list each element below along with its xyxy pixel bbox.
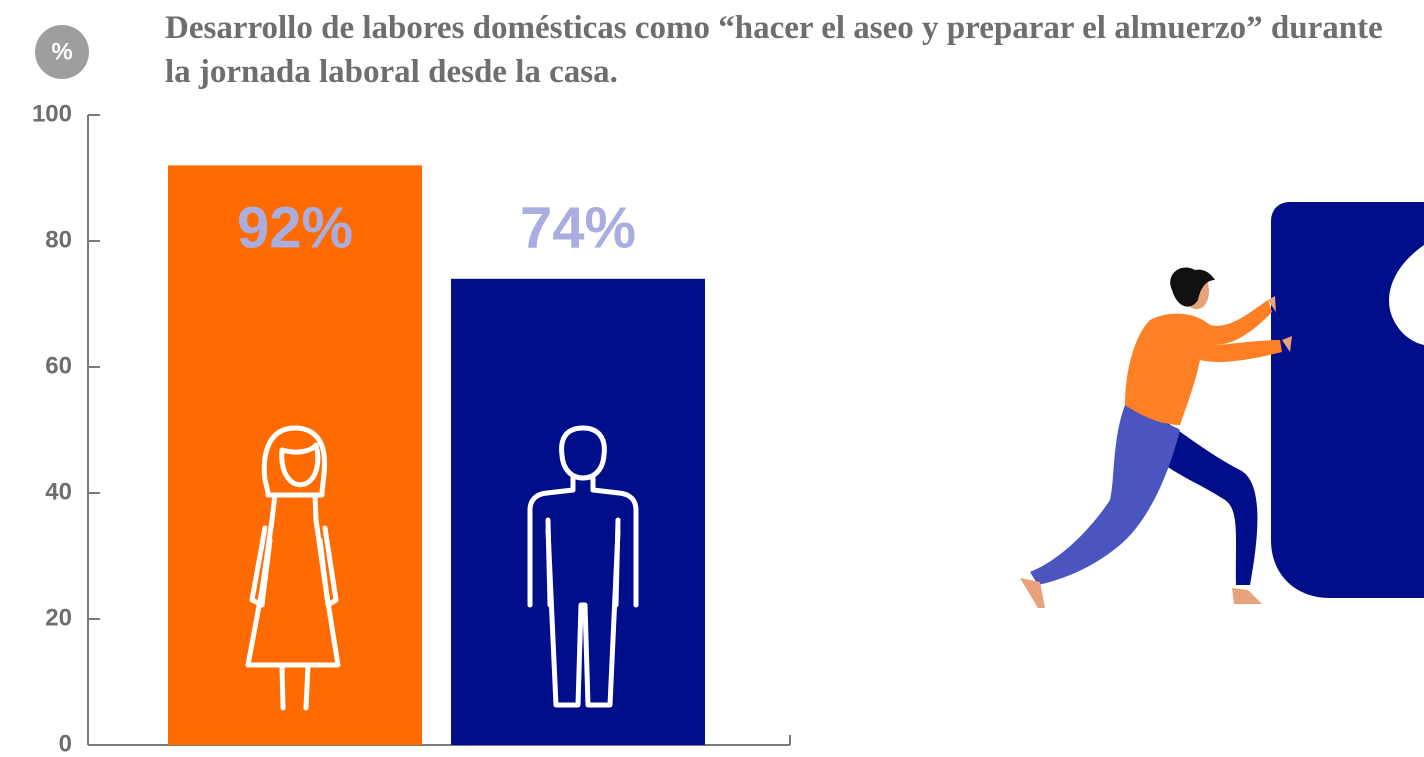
- bar: [168, 165, 422, 745]
- y-tick-label: 60: [45, 352, 72, 379]
- y-tick-label: 20: [45, 604, 72, 631]
- chart-title: Desarrollo de labores domésticas como “h…: [165, 10, 1383, 90]
- illustration: [1020, 202, 1424, 608]
- y-tick-label: 40: [45, 478, 72, 505]
- woman-icon: [245, 425, 341, 711]
- value-label: 74%: [520, 195, 636, 260]
- unit-badge: [35, 25, 89, 79]
- y-tick-label: 0: [59, 730, 72, 757]
- value-label: 92%: [237, 195, 353, 260]
- y-axis-label: %: [51, 38, 72, 65]
- man-icon: [527, 425, 639, 708]
- y-tick-label: 100: [32, 100, 72, 127]
- y-tick-label: 80: [45, 226, 72, 253]
